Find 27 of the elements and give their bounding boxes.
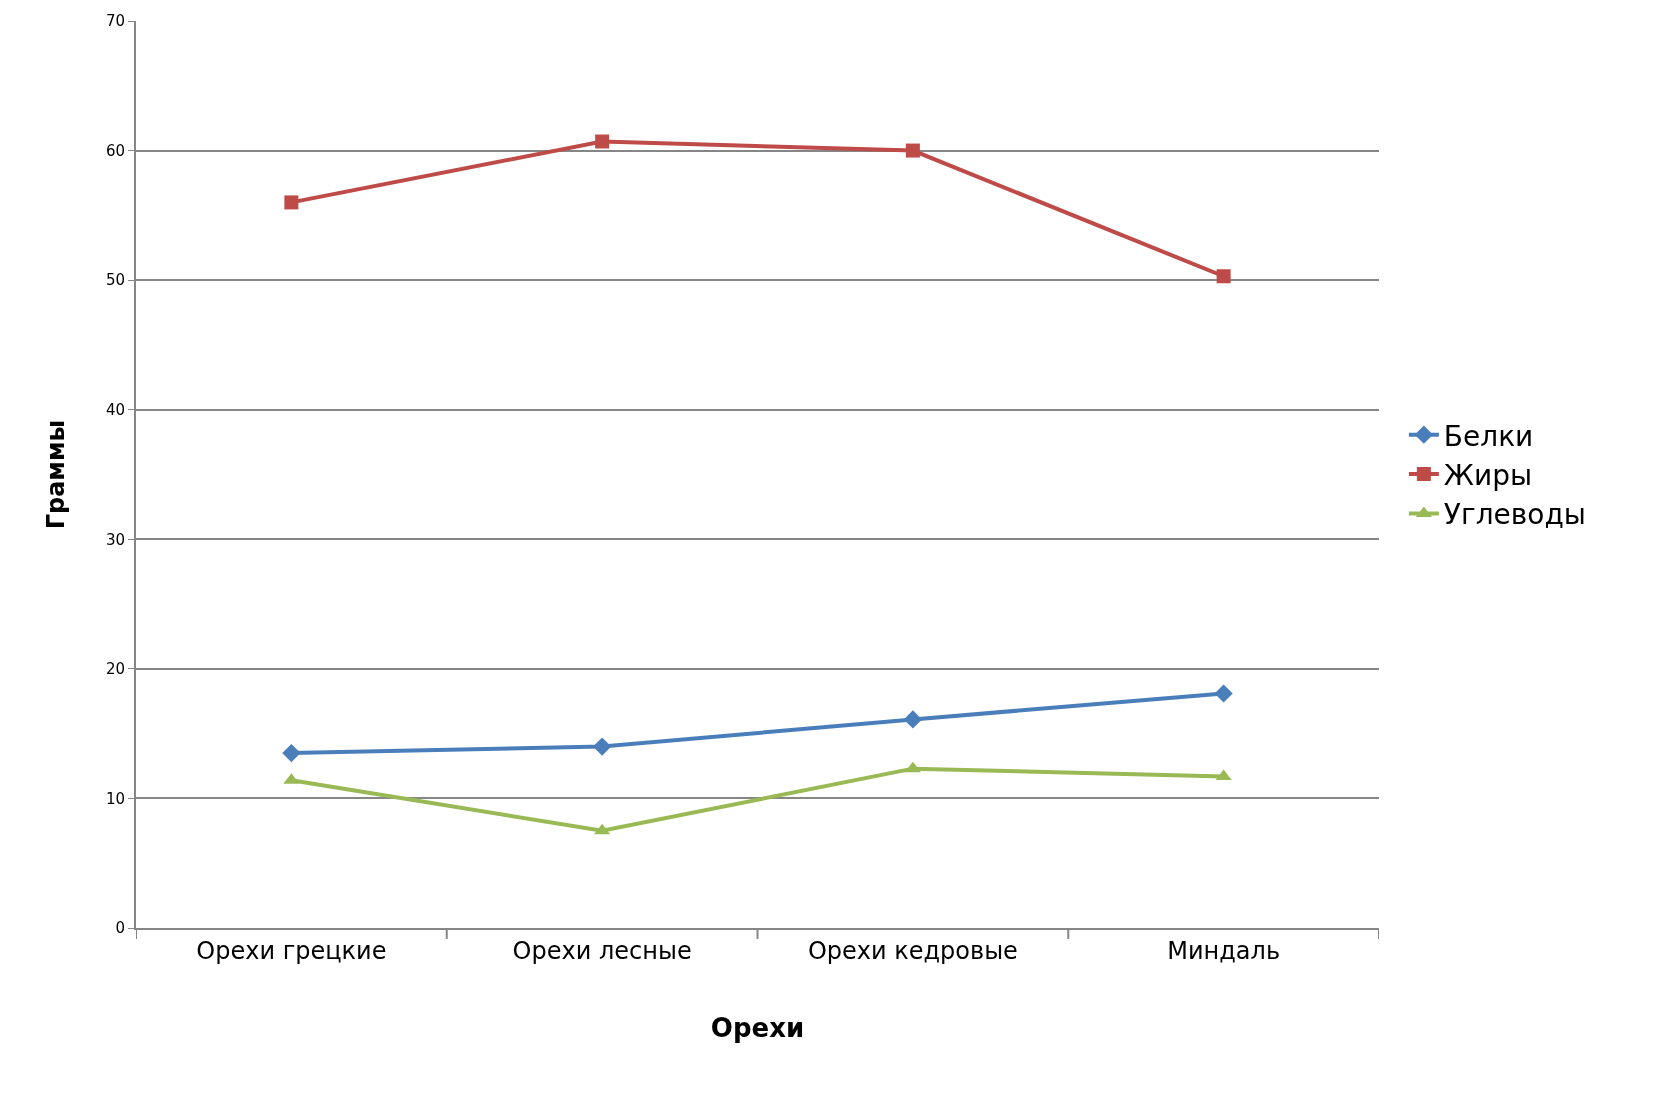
y-tick-label: 20 (105, 660, 125, 679)
y-tick-label: 50 (105, 271, 125, 290)
x-tick-label: Орехи лесные (512, 936, 692, 965)
point (1216, 269, 1231, 284)
y-tick-label: 40 (105, 400, 125, 419)
x-tick-label: Орехи грецкие (196, 936, 387, 965)
point (594, 823, 611, 835)
y-tick-label: 60 (105, 141, 125, 160)
legend-label: Углеводы (1443, 498, 1586, 532)
point (284, 195, 299, 210)
point (905, 143, 920, 158)
y-tick-label: 10 (105, 789, 125, 808)
legend-label: Жиры (1443, 459, 1533, 493)
y-tick-label: 30 (105, 530, 125, 549)
point (904, 761, 921, 773)
y-axis-title: Граммы (41, 419, 70, 530)
point (593, 737, 612, 756)
point (903, 710, 922, 729)
x-axis-title: Орехи (710, 1013, 805, 1043)
point (282, 743, 301, 763)
y-tick-label: 0 (115, 919, 125, 938)
x-tick-label: Орехи кедровые (807, 936, 1018, 965)
x-tick-label: Миндаль (1167, 936, 1281, 965)
point (1214, 684, 1233, 703)
point (595, 134, 610, 149)
legend-label: Белки (1443, 419, 1534, 453)
y-tick-label: 70 (105, 12, 125, 31)
